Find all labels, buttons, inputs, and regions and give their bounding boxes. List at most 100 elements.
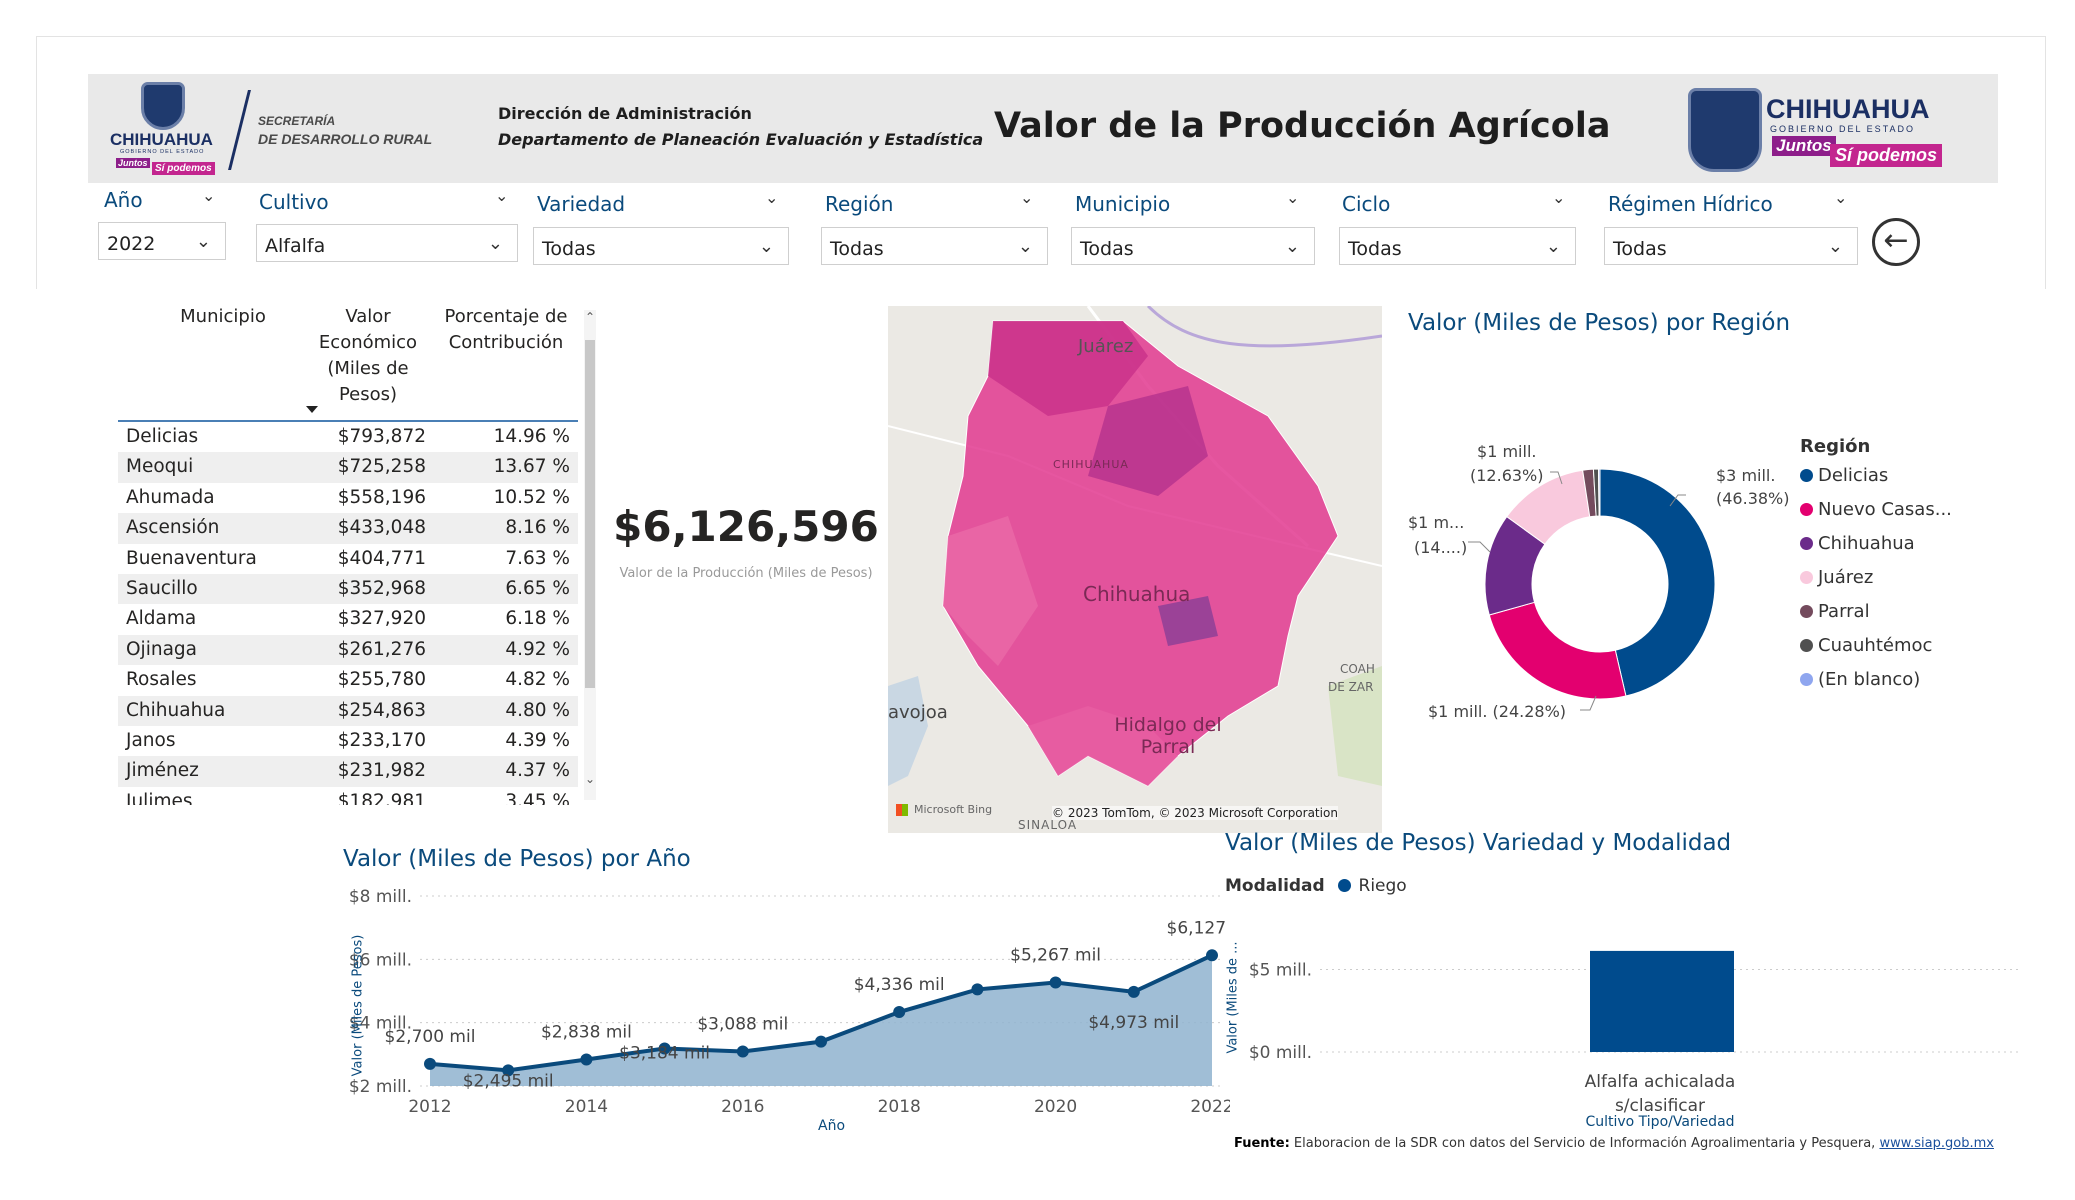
map-region-juarez bbox=[988, 321, 1148, 416]
table-row[interactable]: Ascensión $433,048 8.16 % bbox=[118, 513, 578, 544]
chevron-down-icon[interactable]: ⌄ bbox=[202, 186, 216, 205]
cell-valor: $182,981 bbox=[337, 790, 426, 805]
data-point[interactable] bbox=[1049, 976, 1062, 989]
donut-legend-item[interactable]: Nuevo Casas... bbox=[1800, 499, 1952, 520]
legend-label: (En blanco) bbox=[1818, 669, 1921, 690]
y-tick-label: $8 mill. bbox=[349, 887, 412, 907]
cell-valor: $233,170 bbox=[337, 730, 426, 751]
line-chart-ylabel: Valor (Miles de Pesos) bbox=[350, 934, 366, 1077]
donut-title: Valor (Miles de Pesos) por Región bbox=[1408, 310, 1791, 336]
filter-municipio-label: Municipio bbox=[1075, 192, 1171, 216]
chevron-down-icon: ⌄ bbox=[1284, 236, 1300, 257]
chevron-down-icon[interactable]: ⌄ bbox=[1286, 188, 1300, 207]
donut-slice-blanco[interactable] bbox=[1597, 468, 1601, 517]
filter-regimen-select[interactable]: Todas ⌄ bbox=[1604, 227, 1858, 265]
donut-legend-item[interactable]: Chihuahua bbox=[1800, 533, 1952, 554]
table-row[interactable]: Buenaventura $404,771 7.63 % bbox=[118, 544, 578, 574]
x-tick-label: 2018 bbox=[878, 1097, 921, 1117]
table-scrollbar[interactable]: ⌃ ⌄ bbox=[584, 310, 596, 800]
table-row[interactable]: Ojinaga $261,276 4.92 % bbox=[118, 634, 578, 666]
map-visual[interactable]: Juárez CHIHUAHUA Chihuahua Hidalgo del P… bbox=[888, 306, 1382, 833]
map-road bbox=[1146, 306, 1382, 348]
secretaria-label: SECRETARÍA DE DESARROLLO RURAL bbox=[258, 112, 432, 148]
data-point[interactable] bbox=[971, 983, 984, 996]
legend-dot bbox=[1800, 503, 1813, 516]
data-point[interactable] bbox=[1206, 949, 1218, 962]
table-header-porcentaje[interactable]: Porcentaje de Contribución bbox=[444, 306, 568, 353]
table-row[interactable]: Rosales $255,780 4.82 % bbox=[118, 665, 578, 695]
legend-dot bbox=[1800, 571, 1813, 584]
table-row[interactable]: Ahumada $558,196 10.52 % bbox=[118, 483, 578, 513]
table-row[interactable]: Jiménez $231,982 4.37 % bbox=[118, 756, 578, 787]
donut-legend-item[interactable]: (En blanco) bbox=[1800, 669, 1952, 690]
line-chart[interactable]: $8 mill. $6 mill. $4 mill. $2 mill. $2,700 m… bbox=[330, 880, 1230, 1140]
table-row[interactable]: Janos $233,170 4.39 % bbox=[118, 726, 578, 756]
data-point[interactable] bbox=[424, 1057, 436, 1070]
donut-legend-item[interactable]: Cuauhtémoc bbox=[1800, 635, 1952, 656]
cell-municipio: Rosales bbox=[126, 669, 197, 691]
chevron-down-icon[interactable]: ⌄ bbox=[1834, 188, 1848, 207]
donut-legend-item[interactable]: Delicias bbox=[1800, 465, 1952, 486]
logo-right-juntos: Juntos bbox=[1772, 136, 1836, 156]
map-label-state: CHIHUAHUA bbox=[1053, 458, 1129, 471]
scroll-thumb[interactable] bbox=[585, 340, 595, 688]
chevron-down-icon[interactable]: ⌄ bbox=[495, 186, 509, 205]
sort-desc-icon[interactable] bbox=[306, 406, 318, 413]
data-label: $4,336 mil bbox=[854, 975, 945, 995]
page-title: Valor de la Producción Agrícola bbox=[994, 106, 1611, 146]
map-green-area bbox=[1328, 666, 1382, 786]
cell-valor: $433,048 bbox=[337, 517, 426, 539]
filter-ciclo-select[interactable]: Todas ⌄ bbox=[1339, 227, 1576, 265]
donut-legend: Región Delicias Nuevo Casas... Chihuahua Ju… bbox=[1800, 436, 1952, 703]
donut-chart[interactable] bbox=[1470, 454, 1730, 714]
map-region-delicias bbox=[1088, 386, 1208, 496]
data-point[interactable] bbox=[893, 1006, 906, 1019]
chevron-down-icon: ⌄ bbox=[1017, 236, 1033, 257]
data-point[interactable] bbox=[658, 1042, 671, 1055]
chevron-down-icon[interactable]: ⌄ bbox=[1020, 188, 1034, 207]
table-row[interactable]: Aldama $327,920 6.18 % bbox=[118, 604, 578, 634]
map-svg bbox=[888, 306, 1382, 833]
donut-legend-item[interactable]: Parral bbox=[1800, 601, 1952, 622]
donut-legend-item[interactable]: Juárez bbox=[1800, 567, 1952, 588]
filter-anio-select[interactable]: 2022 ⌄ bbox=[98, 222, 226, 260]
logo-right-brand: CHIHUAHUA bbox=[1766, 94, 1930, 124]
bar-chart-xlabel: Cultivo Tipo/Variedad bbox=[1585, 1114, 1735, 1130]
filter-municipio-select[interactable]: Todas ⌄ bbox=[1071, 227, 1315, 265]
bar-chart[interactable]: $5 mill. $0 mill. bbox=[1230, 920, 2030, 1120]
data-point[interactable] bbox=[580, 1053, 593, 1066]
cell-valor: $254,863 bbox=[337, 699, 426, 721]
cell-municipio: Delicias bbox=[126, 426, 199, 447]
bar-legend-title: Modalidad bbox=[1225, 876, 1325, 896]
source-text: Elaboracion de la SDR con datos del Serv… bbox=[1289, 1136, 1880, 1151]
municipio-table: Municipio Valor Económico (Miles de Peso… bbox=[118, 300, 598, 805]
bar-legend-riego[interactable]: Riego bbox=[1358, 876, 1407, 896]
data-point[interactable] bbox=[736, 1045, 749, 1058]
table-row[interactable]: Julimes $182,981 3.45 % bbox=[118, 787, 578, 805]
scroll-down-icon[interactable]: ⌄ bbox=[585, 772, 596, 786]
bar-riego[interactable] bbox=[1590, 950, 1734, 1052]
back-arrow-icon[interactable]: ← bbox=[1872, 218, 1920, 266]
scroll-up-icon[interactable]: ⌃ bbox=[585, 310, 596, 324]
filter-cultivo-select[interactable]: Alfalfa ⌄ bbox=[256, 224, 518, 262]
table-row[interactable]: Meoqui $725,258 13.67 % bbox=[118, 452, 578, 483]
donut-slice-delicias[interactable] bbox=[1599, 468, 1716, 697]
data-point[interactable] bbox=[502, 1064, 515, 1077]
table-row[interactable]: Saucillo $352,968 6.65 % bbox=[118, 574, 578, 605]
map-label-juarez: Juárez bbox=[1078, 336, 1134, 357]
filter-variedad-select[interactable]: Todas ⌄ bbox=[533, 227, 789, 265]
map-attribution[interactable]: © 2023 TomTom, © 2023 Microsoft Corporat… bbox=[1052, 806, 1338, 820]
source-link[interactable]: www.siap.gob.mx bbox=[1879, 1136, 1994, 1151]
table-header-valor[interactable]: Valor Económico (Miles de Pesos) bbox=[318, 306, 418, 405]
table-row[interactable]: Delicias $793,872 14.96 % bbox=[118, 422, 578, 452]
data-point[interactable] bbox=[1127, 985, 1140, 998]
data-point[interactable] bbox=[815, 1035, 827, 1048]
chevron-down-icon[interactable]: ⌄ bbox=[1552, 188, 1566, 207]
filter-region-select[interactable]: Todas ⌄ bbox=[821, 227, 1048, 265]
cell-municipio: Aldama bbox=[126, 608, 197, 630]
chevron-down-icon[interactable]: ⌄ bbox=[765, 188, 779, 207]
table-row[interactable]: Chihuahua $254,863 4.80 % bbox=[118, 695, 578, 726]
data-label: $2,838 mil bbox=[541, 1022, 632, 1042]
leader-line-nuevo bbox=[1580, 695, 1597, 711]
table-header-municipio[interactable]: Municipio bbox=[180, 306, 266, 327]
